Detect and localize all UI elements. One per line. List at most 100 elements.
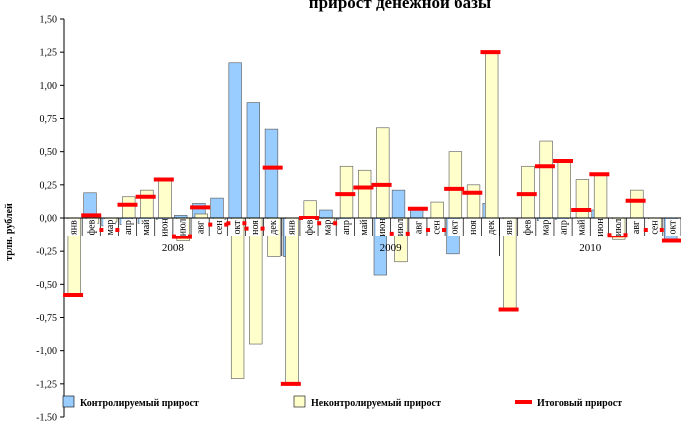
- x-tick-label-bg: [175, 219, 188, 236]
- x-tick-label: сен: [432, 220, 443, 235]
- bar-uncontrolled: [357, 169, 372, 219]
- year-label: 2009: [380, 242, 403, 254]
- bar-uncontrolled: [557, 160, 571, 219]
- x-tick-label: сен: [214, 220, 225, 235]
- bar-uncontrolled: [485, 51, 499, 219]
- x-tick-label-bg: [430, 219, 443, 236]
- x-tick-label-bg: [575, 219, 588, 236]
- x-tick-label: фев: [87, 219, 98, 235]
- x-tick-label: окт: [232, 220, 243, 235]
- x-tick-label: апр: [123, 220, 134, 235]
- x-tick-label: авг: [631, 221, 642, 234]
- x-tick-label: янв: [504, 220, 515, 235]
- x-tick-label: янв: [286, 220, 297, 235]
- y-tick-label: 0,50: [40, 147, 58, 158]
- x-tick-label: июл: [395, 219, 406, 237]
- x-tick-label: фев: [522, 219, 533, 235]
- x-tick-label-bg: [593, 219, 606, 236]
- y-tick-label: -0,75: [36, 313, 57, 324]
- bar-uncontrolled: [466, 184, 481, 219]
- bar-uncontrolled: [140, 189, 154, 219]
- x-tick-label-bg: [284, 219, 297, 236]
- x-tick-label-bg: [611, 219, 624, 236]
- y-tick-label: 0,25: [40, 180, 58, 191]
- y-tick-label: 1,50: [40, 15, 58, 26]
- bar-uncontrolled: [285, 217, 299, 385]
- x-tick-label: апр: [559, 220, 570, 235]
- y-axis-label: трлн. рублей: [4, 203, 15, 261]
- bar-uncontrolled: [430, 201, 444, 219]
- bar-uncontrolled: [194, 213, 208, 219]
- chart-title: прирост денежной базы: [309, 0, 491, 12]
- y-tick-label: -0,50: [36, 280, 57, 291]
- bar-uncontrolled: [230, 217, 245, 379]
- x-tick-label-bg: [194, 219, 207, 236]
- x-tick-label: май: [141, 219, 152, 236]
- y-tick-label: -1,00: [36, 346, 57, 357]
- x-tick-label-bg: [466, 219, 479, 236]
- bar-uncontrolled: [575, 179, 590, 219]
- legend-label-uncontrolled: Неконтролируемый прирост: [311, 398, 441, 409]
- y-tick-label: 1,25: [40, 48, 58, 59]
- x-tick-label-bg: [139, 219, 152, 236]
- x-tick-label-bg: [212, 219, 225, 236]
- x-tick-label-bg: [67, 219, 80, 236]
- x-tick-label-bg: [557, 219, 570, 236]
- x-tick-label-bg: [230, 219, 243, 236]
- x-tick-label-bg: [357, 219, 370, 236]
- x-tick-label: июл: [177, 219, 188, 237]
- year-label: 2008: [162, 242, 185, 254]
- bar-uncontrolled: [539, 140, 553, 219]
- x-tick-label-bg: [411, 219, 424, 236]
- legend-label-total: Итоговый прирост: [537, 398, 622, 409]
- bar-controlled: [264, 128, 279, 219]
- y-tick-label: 0,00: [40, 214, 58, 225]
- x-tick-label: окт: [667, 220, 678, 235]
- legend-label-controlled: Контролируемый прирост: [80, 398, 199, 409]
- x-tick-label: мар: [323, 220, 334, 236]
- bar-controlled: [319, 209, 333, 219]
- bar-uncontrolled: [630, 189, 644, 219]
- x-tick-label: мар: [540, 220, 551, 236]
- bar-uncontrolled: [593, 173, 608, 219]
- x-tick-label: авг: [196, 221, 207, 234]
- x-tick-label: дек: [268, 220, 279, 235]
- bar-controlled: [228, 62, 242, 219]
- x-tick-label-bg: [302, 219, 315, 236]
- x-tick-label-bg: [448, 219, 461, 236]
- x-tick-label-bg: [375, 219, 388, 236]
- x-tick-label-bg: [647, 219, 660, 236]
- bar-uncontrolled: [158, 177, 172, 219]
- bar-uncontrolled: [303, 200, 317, 219]
- legend: Контролируемый прирост Неконтролируемый …: [62, 395, 622, 409]
- x-tick-label-bg: [248, 219, 261, 236]
- x-tick-label-bg: [85, 219, 98, 236]
- bar-controlled: [246, 102, 260, 219]
- bar-controlled: [210, 197, 224, 219]
- x-tick-label: май: [359, 219, 370, 236]
- x-tick-label: май: [577, 219, 588, 236]
- y-tick-label: 1,00: [40, 81, 58, 92]
- x-tick-label-bg: [121, 219, 134, 236]
- x-tick-label: июл: [613, 219, 624, 237]
- y-tick-label: 0,75: [40, 114, 58, 125]
- legend-swatch-uncontrolled: [293, 395, 306, 408]
- bar-uncontrolled: [376, 127, 390, 219]
- x-tick-label: сен: [649, 220, 660, 235]
- legend-swatch-controlled: [62, 395, 75, 408]
- x-tick-label-bg: [538, 219, 551, 236]
- x-tick-label: июн: [377, 218, 388, 237]
- bar-controlled: [409, 209, 424, 219]
- y-tick-label: -1,25: [36, 379, 57, 390]
- x-tick-label: ноя: [468, 220, 479, 235]
- x-tick-label-bg: [665, 219, 678, 236]
- x-tick-label: окт: [450, 220, 461, 235]
- bar-uncontrolled: [249, 217, 263, 345]
- bar-uncontrolled: [122, 196, 136, 219]
- x-tick-label-bg: [484, 219, 497, 236]
- x-tick-label: авг: [413, 221, 424, 234]
- x-tick-label: фев: [304, 219, 315, 235]
- x-tick-label: ноя: [250, 220, 261, 235]
- x-tick-label: дек: [486, 220, 497, 235]
